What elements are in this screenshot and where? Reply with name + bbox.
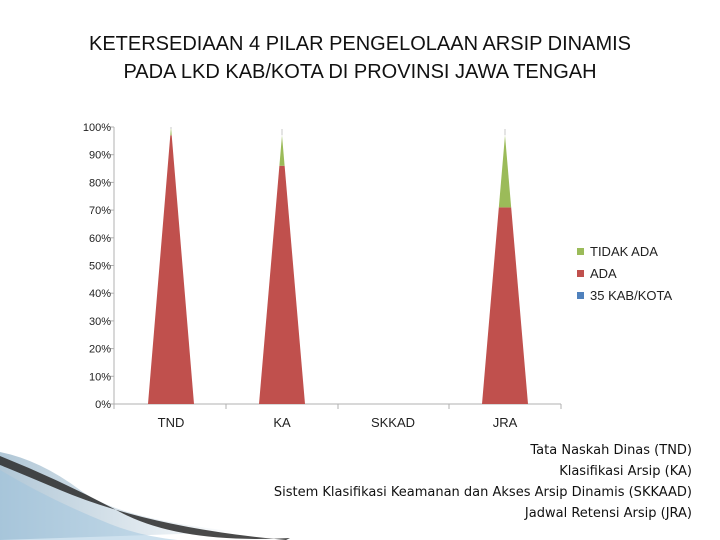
y-tick-label: 80%	[89, 177, 111, 189]
x-tick-label-tnd: TND	[158, 415, 185, 430]
note-skkaad: Sistem Klasifikasi Keamanan dan Akses Ar…	[273, 485, 692, 500]
y-tick-label: 60%	[89, 233, 111, 245]
area-tidak-ada-ka	[279, 135, 285, 166]
legend-label-35-kab-kota: 35 KAB/KOTA	[590, 287, 673, 303]
y-tick-label: 90%	[89, 150, 111, 162]
y-tick-label: 10%	[89, 371, 111, 383]
y-tick-label: 20%	[89, 344, 111, 356]
note-ka: Klasifikasi Arsip (KA)	[559, 464, 692, 479]
area-ada-jra	[482, 207, 528, 404]
chart-title: KETERSEDIAAN 4 PILAR PENGELOLAAN ARSIP D…	[0, 30, 720, 86]
y-tick-label: 0%	[95, 399, 111, 411]
y-tick-label: 40%	[89, 288, 111, 300]
chart-title-line-1: KETERSEDIAAN 4 PILAR PENGELOLAAN ARSIP D…	[88, 33, 632, 55]
y-tick-label: 50%	[89, 261, 111, 273]
legend-item-tidak-ada: TIDAK ADA	[577, 240, 672, 262]
abbreviation-notes: Tata Naskah Dinas (TND) Klasifikasi Arsi…	[274, 440, 692, 524]
legend-item-ada: ADA	[577, 262, 672, 284]
x-tick-label-ka: KA	[273, 415, 291, 430]
area-ada-tnd	[148, 135, 194, 404]
legend-swatch-ada	[577, 269, 584, 277]
chart-legend: TIDAK ADA ADA 35 KAB/KOTA	[577, 240, 672, 306]
x-tick-label-jra: JRA	[493, 415, 518, 430]
area-tidak-ada-tnd	[170, 127, 172, 136]
chart-title-line-2: PADA LKD KAB/KOTA DI PROVINSI JAWA TENGA…	[123, 61, 597, 83]
note-tnd: Tata Naskah Dinas (TND)	[530, 443, 692, 458]
decorative-swoosh	[0, 452, 290, 540]
y-tick-label: 100%	[83, 122, 111, 134]
y-tick-label: 30%	[89, 316, 111, 328]
legend-swatch-tidak-ada	[577, 247, 584, 255]
note-jra: Jadwal Retensi Arsip (JRA)	[524, 506, 692, 521]
legend-item-35-kab-kota: 35 KAB/KOTA	[577, 284, 672, 306]
legend-label-tidak-ada: TIDAK ADA	[590, 243, 658, 259]
y-tick-label: 70%	[89, 205, 111, 217]
area-tidak-ada-jra	[498, 135, 512, 208]
legend-swatch-35-kab-kota	[577, 291, 584, 299]
area-ada-ka	[259, 165, 305, 404]
x-tick-label-skkad: SKKAD	[371, 415, 415, 430]
legend-label-ada: ADA	[590, 265, 617, 281]
